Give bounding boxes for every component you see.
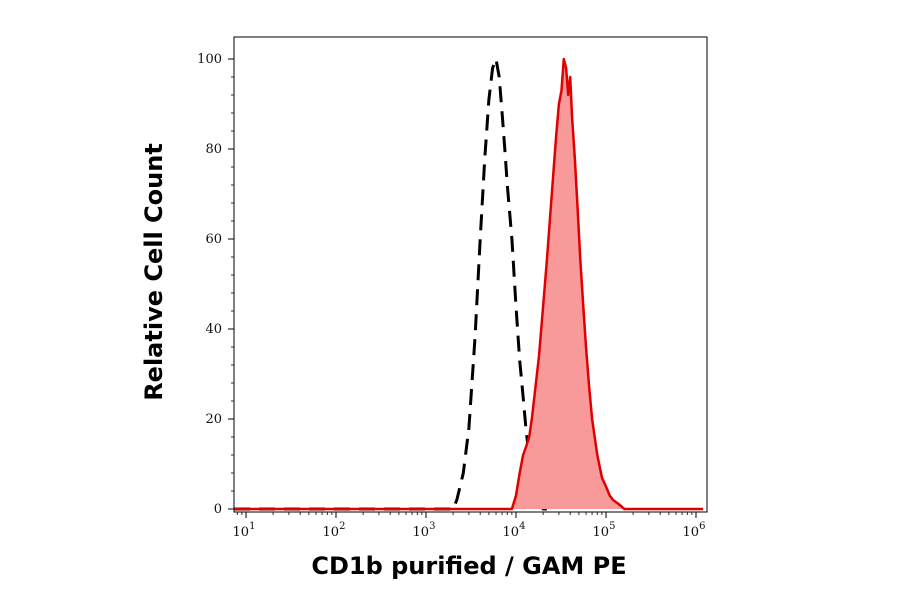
x-tick-label: 101 <box>233 521 256 540</box>
y-tick-label: 40 <box>205 322 222 337</box>
x-tick-label: 104 <box>503 521 526 540</box>
series-0-line <box>234 57 547 511</box>
x-tick-label: 102 <box>323 521 346 540</box>
plot-content <box>234 57 704 511</box>
x-axis: 101 102 103 104 105 106 <box>233 512 706 540</box>
y-tick-label: 80 <box>205 142 222 157</box>
x-tick-label: 103 <box>413 521 436 540</box>
y-tick-label: 20 <box>205 412 222 427</box>
series-1-fill <box>234 59 704 509</box>
series-1-line <box>234 57 704 511</box>
x-tick-label: 106 <box>683 521 706 540</box>
y-axis: 0 20 40 60 80 100 <box>197 52 234 517</box>
y-tick-label: 60 <box>205 232 222 247</box>
plot-frame <box>233 36 708 513</box>
x-axis-title: CD1b purified / GAM PE <box>311 552 626 580</box>
x-tick-label: 105 <box>593 521 616 540</box>
y-tick-label: 100 <box>197 52 222 67</box>
y-axis-title: Relative Cell Count <box>140 143 168 401</box>
y-tick-label: 0 <box>214 502 222 517</box>
